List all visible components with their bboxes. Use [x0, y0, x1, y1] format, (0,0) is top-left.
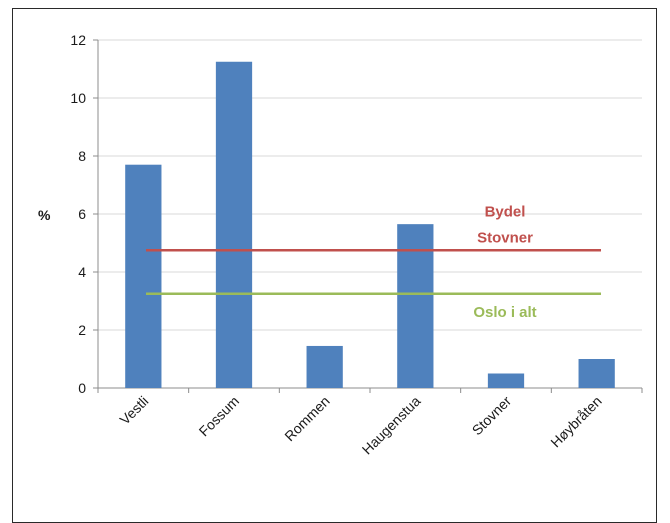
x-axis-ticks: Vestli Fossum Rommen Haugenstua Stovner Høybr…: [97, 388, 643, 458]
x-tick-label: Haugenstua: [359, 393, 424, 458]
x-tick-label: Vestli: [116, 393, 151, 428]
bar-fossum: [215, 61, 253, 388]
gridlines: [98, 39, 642, 331]
reference-lines: Bydel Stovner Oslo i alt: [146, 203, 601, 321]
bar-haugenstua: [397, 224, 434, 388]
reference-line-label: Bydel: [485, 203, 526, 220]
bars: [125, 61, 615, 388]
x-tick-label: Fossum: [196, 393, 243, 440]
bar-stovner: [487, 373, 525, 388]
y-tick-label: 8: [78, 148, 86, 164]
y-tick-label: 4: [78, 264, 86, 280]
y-tick-label: 0: [78, 380, 86, 396]
reference-line-label: Stovner: [477, 229, 533, 246]
y-tick-label: 10: [70, 90, 86, 106]
bar-rommen: [306, 345, 343, 388]
x-tick-label: Høybråten: [547, 393, 605, 451]
y-axis-label: %: [38, 207, 51, 223]
reference-line-label: Oslo i alt: [473, 304, 536, 321]
x-tick-label: Rommen: [281, 393, 332, 444]
x-tick-label: Stovner: [469, 393, 515, 439]
bar-vestli: [125, 164, 162, 388]
y-tick-label: 12: [70, 32, 86, 48]
y-tick-label: 2: [78, 322, 86, 338]
bar-høybråten: [578, 359, 615, 388]
y-tick-label: 6: [78, 206, 86, 222]
chart-frame: [12, 8, 657, 523]
y-axis-ticks: 0 2 4 6 8 10 12: [70, 32, 98, 396]
